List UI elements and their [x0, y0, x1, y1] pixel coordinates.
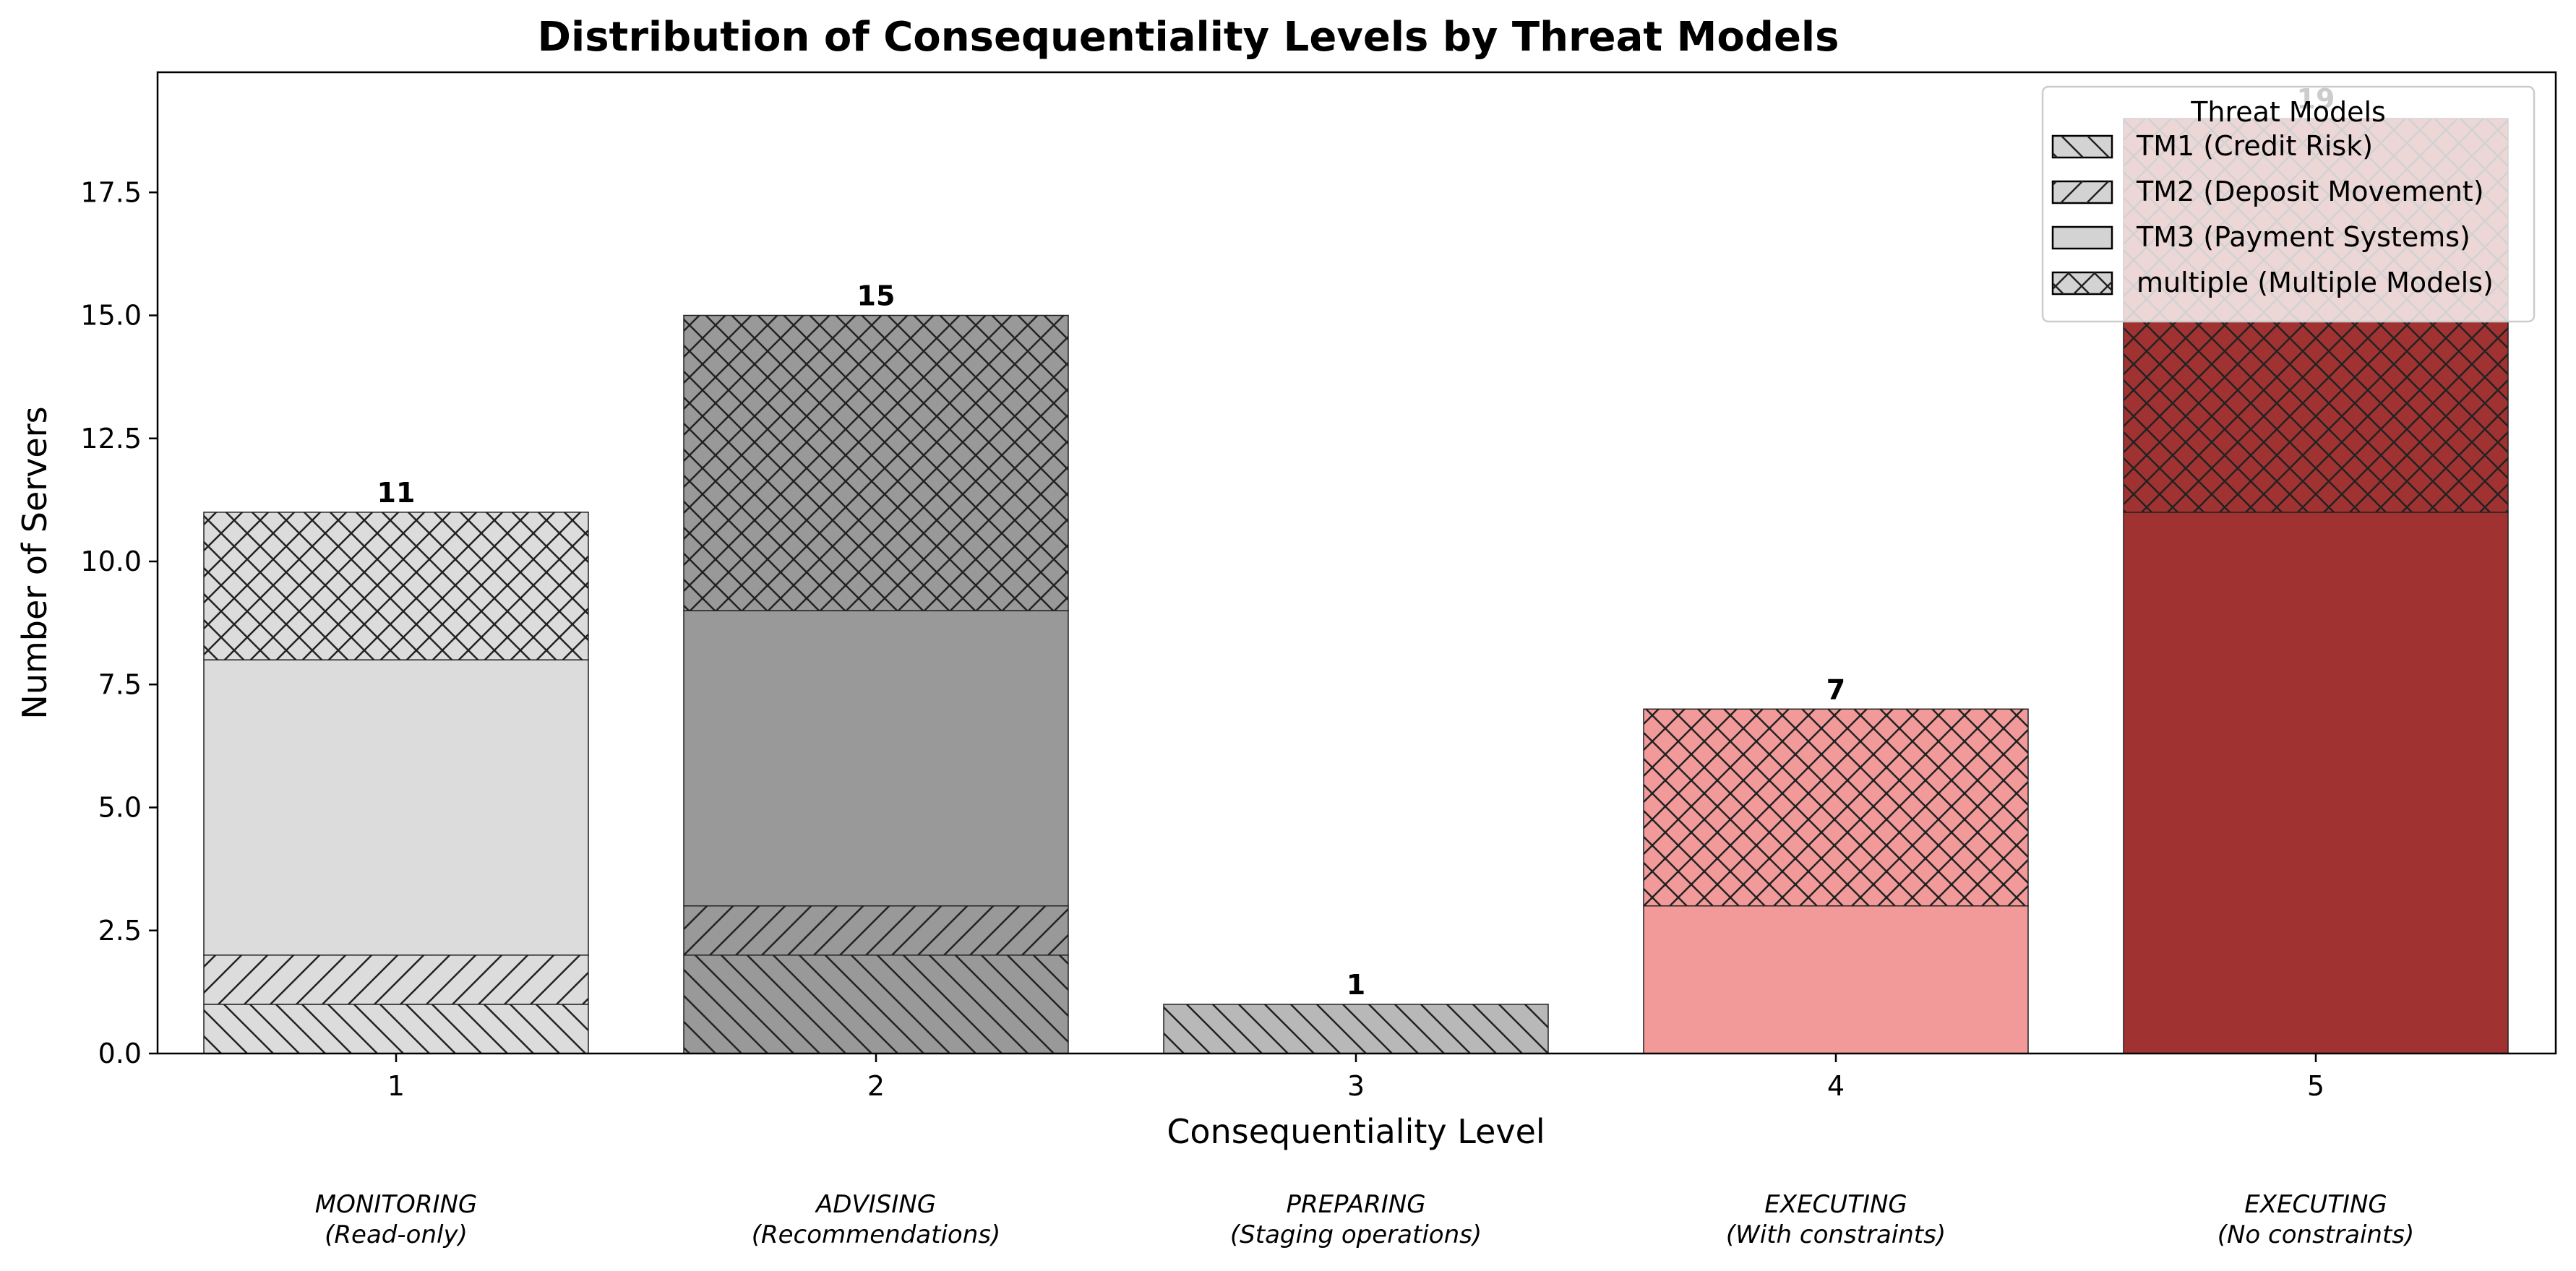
chart-title: Distribution of Consequentiality Levels … [538, 14, 1839, 61]
category-description-1: (Read-only) [325, 1220, 468, 1249]
bar-segment-2-series-4 [683, 314, 1069, 611]
category-description-2: (Recommendations) [752, 1220, 1001, 1249]
total-label-3: 1 [1347, 969, 1365, 1001]
bar-segment-1-series-4 [203, 512, 589, 660]
legend-item-2: TM2 (Deposit Movement) [2051, 176, 2484, 207]
bar-segment-3-series-1 [1163, 1004, 1549, 1054]
category-description-4: EXECUTING [1764, 1190, 1907, 1219]
y-tick-label: 15.0 [80, 300, 142, 332]
bar-segment-2-series-3 [683, 610, 1069, 907]
legend-label: TM2 (Deposit Movement) [2136, 176, 2484, 207]
legend-label: TM3 (Payment Systems) [2136, 221, 2470, 253]
x-tick-label: 4 [1827, 1070, 1845, 1102]
category-description-4: (With constraints) [1726, 1220, 1946, 1249]
y-axis-label: Number of Servers [15, 406, 54, 719]
total-label-1: 11 [377, 477, 416, 509]
x-tick-label: 1 [387, 1070, 405, 1102]
x-tick-label: 5 [2307, 1070, 2324, 1102]
x-axis-label: Consequentiality Level [1167, 1112, 1545, 1151]
y-axis: 0.0 2.5 5.0 7.5 10.0 12.5 15.0 17.5 [80, 176, 158, 1069]
bar-segment-1-series-3 [203, 659, 589, 956]
legend-swatch [2051, 225, 2113, 250]
x-tick-label: 3 [1347, 1070, 1365, 1102]
legend-title: Threat Models [2190, 96, 2386, 128]
x-tick-label: 2 [867, 1070, 885, 1102]
y-tick-label: 2.5 [98, 915, 142, 947]
bar-segment-2-series-1 [683, 955, 1069, 1054]
legend-item-1: TM1 (Credit Risk) [2051, 130, 2373, 162]
category-description-3: PREPARING [1286, 1190, 1425, 1219]
total-label-2: 15 [857, 280, 896, 312]
bar-segment-1-series-2 [203, 955, 589, 1005]
bar-segment-4-series-3 [1643, 905, 2029, 1054]
category-description-5: EXECUTING [2244, 1190, 2387, 1219]
y-tick-label: 10.0 [80, 546, 142, 577]
bar-segment-5-series-3 [2123, 512, 2509, 1054]
category-description-5: (No constraints) [2217, 1220, 2415, 1249]
y-tick-label: 17.5 [80, 176, 142, 208]
bar-segment-1-series-1 [203, 1004, 589, 1054]
total-label-4: 7 [1826, 673, 1845, 705]
category-descriptions: MONITORING(Read-only) ADVISING(Recommenda… [315, 1190, 2415, 1249]
y-tick-label: 7.5 [98, 668, 142, 700]
legend: Threat Models TM1 (Credit Risk) TM2 (Depo… [2041, 85, 2536, 323]
legend-item-3: TM3 (Payment Systems) [2051, 221, 2470, 253]
category-description-3: (Staging operations) [1230, 1220, 1482, 1249]
y-tick-label: 5.0 [98, 792, 142, 824]
legend-label: TM1 (Credit Risk) [2136, 130, 2373, 162]
y-tick-label: 12.5 [80, 423, 142, 454]
x-axis: 1 2 3 4 5 [387, 1054, 2324, 1102]
legend-frame [2041, 85, 2536, 323]
legend-label: multiple (Multiple Models) [2137, 267, 2494, 298]
category-description-1: MONITORING [315, 1190, 478, 1219]
legend-item-4: multiple (Multiple Models) [2051, 267, 2494, 298]
bars-layer [203, 118, 2509, 1054]
y-tick-label: 0.0 [98, 1038, 142, 1069]
category-description-2: ADVISING [815, 1190, 936, 1219]
totals-layer: 11151719 [377, 83, 2335, 1001]
bar-segment-4-series-4 [1643, 708, 2029, 907]
bar-segment-2-series-2 [683, 905, 1069, 956]
